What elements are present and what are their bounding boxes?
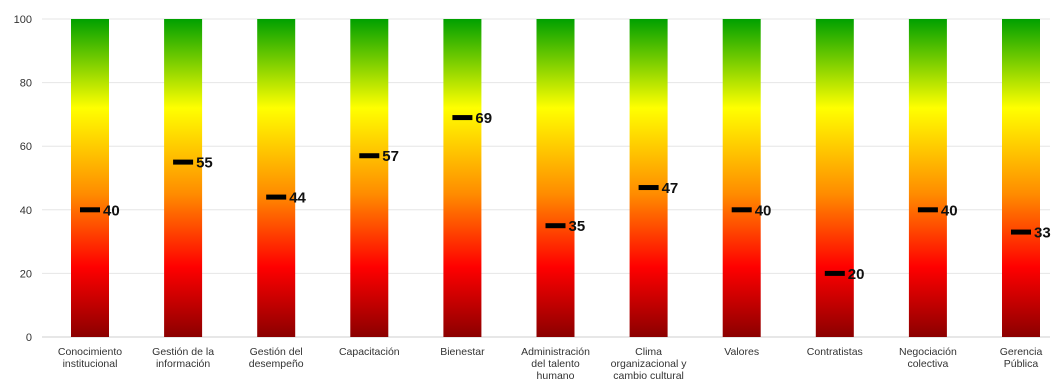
category-label: Gestión de la información xyxy=(152,346,214,370)
value-labels: 40 55 44 57 69 35 47 40 20 40 33 xyxy=(103,110,1051,283)
category-label-line: Gestión del xyxy=(250,346,303,358)
value-marker xyxy=(452,115,473,121)
category-label: Gestión del desempeño xyxy=(249,346,304,370)
bar xyxy=(257,19,296,337)
category-label-line: Clima xyxy=(635,346,662,358)
category-label: Conocimiento institucional xyxy=(58,346,122,370)
value-label: 33 xyxy=(1034,225,1051,242)
y-tick-label: 20 xyxy=(20,268,32,280)
value-label: 35 xyxy=(569,218,586,235)
category-label: Contratistas xyxy=(807,346,863,358)
category-label: Capacitación xyxy=(339,346,400,358)
y-tick-label: 60 xyxy=(20,141,32,153)
value-label: 57 xyxy=(382,148,399,165)
category-label-line: Conocimiento xyxy=(58,346,122,358)
bar xyxy=(722,19,761,337)
bar xyxy=(164,19,203,337)
y-axis-ticks: 0 20 40 60 80 100 xyxy=(14,14,32,344)
category-label-line: información xyxy=(156,358,210,370)
bar xyxy=(536,19,575,337)
value-marker xyxy=(917,207,938,213)
y-tick-label: 80 xyxy=(20,78,32,90)
y-tick-label: 0 xyxy=(26,332,32,344)
value-marker xyxy=(638,185,659,191)
y-tick-label: 40 xyxy=(20,205,32,217)
category-label-line: Gestión de la xyxy=(152,346,214,358)
value-label: 40 xyxy=(755,202,772,219)
bars xyxy=(71,19,1040,337)
category-label-line: cambio cultural xyxy=(613,370,684,382)
value-marker xyxy=(545,223,566,229)
category-label: Gerencia Pública xyxy=(1000,346,1043,370)
value-marker xyxy=(266,194,287,200)
category-label-line: Gerencia xyxy=(1000,346,1043,358)
value-marker xyxy=(824,270,845,276)
value-marker xyxy=(359,153,380,159)
category-label-line: Negociación xyxy=(899,346,957,358)
bar xyxy=(815,19,854,337)
category-label: Bienestar xyxy=(440,346,485,358)
category-label-line: Valores xyxy=(724,346,759,358)
category-label-line: Bienestar xyxy=(440,346,485,358)
category-label-line: Capacitación xyxy=(339,346,400,358)
bar xyxy=(908,19,947,337)
value-label: 47 xyxy=(662,180,679,197)
category-label: Administración del talento humano xyxy=(521,346,590,382)
category-label: Valores xyxy=(724,346,759,358)
category-label-line: del talento xyxy=(531,358,580,370)
value-markers xyxy=(80,115,1031,276)
category-label-line: Contratistas xyxy=(807,346,863,358)
bar xyxy=(71,19,109,337)
category-label: Negociación colectiva xyxy=(899,346,957,370)
category-label: Clima organizacional y cambio cultural xyxy=(611,346,688,382)
category-label-line: desempeño xyxy=(249,358,304,370)
bar xyxy=(1002,19,1040,337)
category-label-line: institucional xyxy=(63,358,118,370)
value-marker xyxy=(1011,229,1031,235)
value-label: 55 xyxy=(196,155,213,172)
category-label-line: colectiva xyxy=(907,358,948,370)
bar xyxy=(629,19,668,337)
value-marker xyxy=(731,207,752,213)
category-label-line: Pública xyxy=(1004,358,1039,370)
value-label: 40 xyxy=(103,202,120,219)
value-label: 69 xyxy=(475,110,492,127)
bar xyxy=(443,19,482,337)
value-label: 44 xyxy=(289,190,306,207)
value-label: 20 xyxy=(848,266,865,283)
value-label: 40 xyxy=(941,202,958,219)
value-marker xyxy=(173,159,194,165)
category-label-line: humano xyxy=(537,370,575,382)
category-label-line: Administración xyxy=(521,346,590,358)
bar xyxy=(350,19,389,337)
value-marker xyxy=(80,207,100,213)
y-tick-label: 100 xyxy=(14,14,32,26)
category-label-line: organizacional y xyxy=(611,358,688,370)
